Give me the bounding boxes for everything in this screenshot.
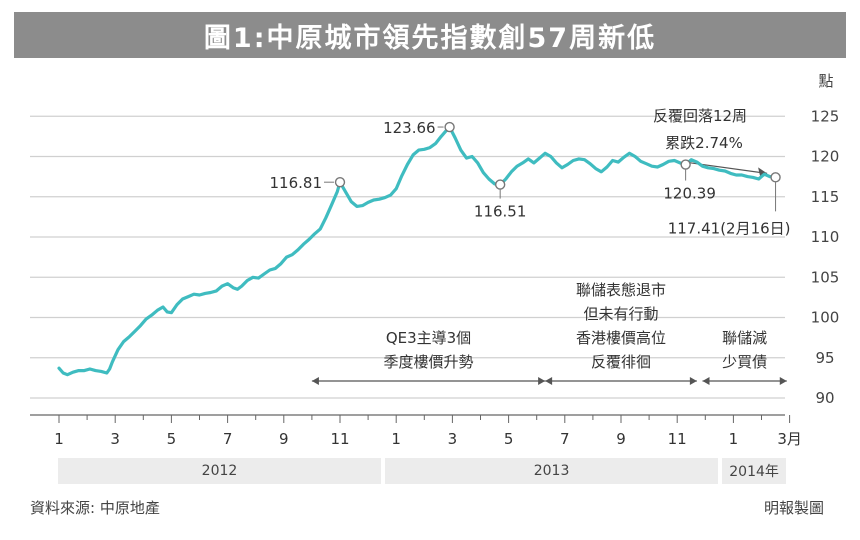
x-tick-label: 3 bbox=[110, 430, 120, 448]
x-tick-label: 7 bbox=[223, 430, 233, 448]
x-tick-label: 9 bbox=[616, 430, 626, 448]
annotation-arrowhead bbox=[538, 377, 546, 385]
annotation-arrowhead bbox=[545, 377, 553, 385]
annotation-text: 香港樓價高位 bbox=[576, 329, 666, 347]
point-marker bbox=[680, 159, 691, 170]
y-tick-label: 120 bbox=[811, 148, 840, 166]
point-marker bbox=[770, 172, 781, 183]
annotation-text: 季度樓價升勢 bbox=[384, 353, 474, 371]
point-label: 116.81 bbox=[270, 174, 323, 192]
x-tick-label: 1 bbox=[54, 430, 64, 448]
annotation-text: 但未有行動 bbox=[583, 305, 658, 323]
index-line bbox=[57, 125, 778, 377]
y-tick-label: 110 bbox=[811, 228, 840, 246]
y-unit-label: 點 bbox=[818, 72, 833, 90]
point-marker bbox=[494, 179, 506, 190]
y-tick-label: 115 bbox=[811, 188, 840, 206]
point-label: 123.66 bbox=[383, 119, 436, 137]
x-tick-label: 11 bbox=[668, 430, 687, 448]
x-tick-label: 5 bbox=[167, 430, 177, 448]
y-tick-label: 90 bbox=[815, 389, 834, 407]
annotation-text: 累跌2.74% bbox=[665, 134, 743, 152]
x-tick-label: 1 bbox=[729, 430, 739, 448]
x-tick-label: 3 bbox=[448, 430, 458, 448]
year-band: 2013 bbox=[384, 458, 719, 484]
x-tick-label: 1 bbox=[391, 430, 401, 448]
y-tick-label: 100 bbox=[811, 309, 840, 327]
annotation-text: QE3主導3個 bbox=[386, 329, 471, 347]
title-bar: 圖1:中原城市領先指數創57周新低 bbox=[14, 12, 846, 58]
x-tick-label: 11 bbox=[330, 430, 349, 448]
annotation-arrowhead bbox=[689, 377, 697, 385]
point-marker bbox=[444, 121, 455, 133]
year-band: 2012 bbox=[58, 458, 381, 484]
x-tick-label: 9 bbox=[279, 430, 289, 448]
annotation-arrowhead bbox=[779, 377, 787, 385]
x-tick-label: 5 bbox=[504, 430, 514, 448]
annotation-arrowhead bbox=[311, 377, 319, 385]
y-tick-label: 95 bbox=[815, 349, 834, 367]
annotation-text: 少買債 bbox=[722, 353, 767, 371]
credit-note: 明報製圖 bbox=[763, 499, 824, 517]
point-label: 116.51 bbox=[474, 203, 527, 221]
point-marker bbox=[334, 176, 346, 188]
x-tick-label: 3月 bbox=[777, 430, 802, 448]
year-band: 2014年 bbox=[722, 458, 786, 484]
annotation-arrowhead bbox=[702, 377, 710, 385]
annotation-text: 聯儲減 bbox=[722, 329, 767, 347]
x-tick-label: 7 bbox=[560, 430, 570, 448]
annotation-text: 聯儲表態退市 bbox=[576, 281, 666, 299]
source-note: 資料來源: 中原地產 bbox=[30, 499, 160, 517]
annotation-text: 反覆回落12周 bbox=[653, 107, 747, 125]
y-tick-label: 125 bbox=[811, 107, 840, 125]
y-tick-label: 105 bbox=[811, 268, 840, 286]
annotation-text: 反覆徘徊 bbox=[591, 353, 651, 371]
point-label: 120.39 bbox=[663, 185, 716, 203]
chart-title: 圖1:中原城市領先指數創57周新低 bbox=[203, 22, 657, 54]
point-label: 117.41(2月16日) bbox=[668, 219, 791, 237]
